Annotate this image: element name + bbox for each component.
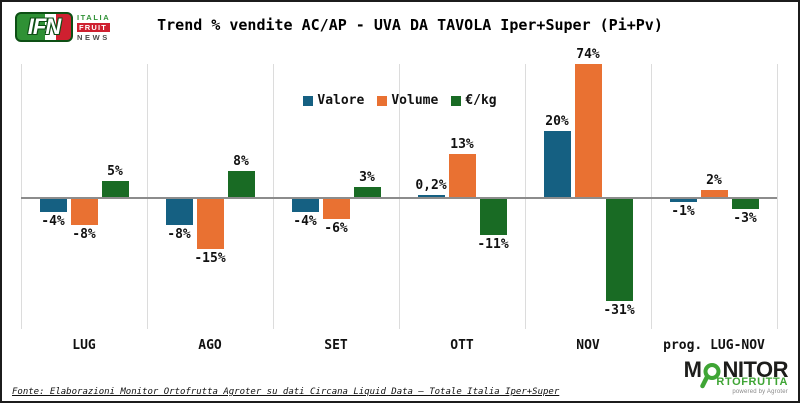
magnifier-icon xyxy=(700,363,721,389)
bar-valore xyxy=(291,199,319,213)
ifn-word-news: NEWS xyxy=(77,32,110,42)
gridline xyxy=(525,64,526,329)
bar-valore xyxy=(39,199,67,213)
bar-volume xyxy=(448,154,476,197)
source-note: Fonte: Elaborazioni Monitor Ortofrutta A… xyxy=(12,387,560,397)
category-label: prog. LUG-NOV xyxy=(663,338,765,353)
category-label: SET xyxy=(324,338,348,353)
bar-volume xyxy=(70,199,98,226)
monitor-logo-powered-by: powered by Agroter xyxy=(732,389,788,395)
value-label: 0,2% xyxy=(415,178,447,193)
monitor-logo-row1: M NITOR xyxy=(683,357,788,389)
bar-kg xyxy=(227,170,255,197)
bar-kg xyxy=(605,199,633,302)
value-label: 8% xyxy=(233,153,249,169)
bar-valore xyxy=(669,199,697,203)
bar-kg xyxy=(101,180,129,197)
bar-valore xyxy=(165,199,193,226)
value-label: 3% xyxy=(359,170,375,186)
value-label: 13% xyxy=(450,137,474,153)
bar-volume xyxy=(700,190,728,197)
value-label: 2% xyxy=(706,173,722,189)
value-label: -1% xyxy=(671,204,695,220)
legend: Valore Volume €/kg xyxy=(2,93,798,108)
ifn-word-fruit: FRUIT xyxy=(77,22,111,32)
ifn-word-italia: ITALIA xyxy=(77,12,111,22)
chart-title: Trend % vendite AC/AP - UVA DA TAVOLA Ip… xyxy=(157,16,663,34)
category-label: OTT xyxy=(450,338,474,353)
monitor-logo-rtofrutta: RTOFRUTTA xyxy=(716,376,788,388)
gridline xyxy=(21,64,22,329)
bar-volume xyxy=(196,199,224,249)
value-label: -6% xyxy=(324,220,348,236)
bar-kg xyxy=(479,199,507,236)
bar-kg xyxy=(731,199,759,209)
gridline xyxy=(147,64,148,329)
gridline xyxy=(777,64,778,329)
legend-swatch-icon xyxy=(451,95,462,106)
bar-valore xyxy=(417,195,445,197)
bar-valore xyxy=(543,131,571,197)
value-label: -3% xyxy=(733,210,757,226)
bar-volume xyxy=(322,199,350,219)
value-label: -4% xyxy=(293,214,317,230)
value-label: 5% xyxy=(107,163,123,179)
category-label: AGO xyxy=(198,338,222,353)
legend-item: Valore xyxy=(303,93,364,108)
gridline xyxy=(273,64,274,329)
legend-label: €/kg xyxy=(465,93,497,108)
legend-swatch-icon xyxy=(303,95,314,106)
monitor-logo-m: M xyxy=(683,357,702,382)
gridline xyxy=(399,64,400,329)
legend-item: €/kg xyxy=(451,93,497,108)
legend-item: Volume xyxy=(377,93,438,108)
bar-volume xyxy=(574,64,602,197)
bar-kg xyxy=(353,187,381,197)
monitor-ortofrutta-logo: M NITOR RTOFRUTTA powered by Agroter xyxy=(683,357,789,396)
category-label: NOV xyxy=(576,338,600,353)
legend-label: Valore xyxy=(317,93,365,108)
value-label: -8% xyxy=(72,227,96,243)
value-label: -4% xyxy=(41,214,65,230)
value-label: -8% xyxy=(167,227,191,243)
value-label: 20% xyxy=(545,114,569,129)
x-axis-zero-line xyxy=(21,197,777,199)
category-label: LUG xyxy=(72,338,96,353)
value-label: 74% xyxy=(576,47,600,62)
legend-label: Volume xyxy=(391,93,439,108)
monitor-logo-nitor: NITOR xyxy=(722,357,788,382)
value-label: -11% xyxy=(477,237,509,253)
ifn-acronym: IFN xyxy=(27,14,61,39)
ifn-logo-mark: IFN xyxy=(15,12,73,42)
legend-swatch-icon xyxy=(377,95,388,106)
ifn-logo-words: ITALIA FRUIT NEWS xyxy=(77,12,111,42)
gridline xyxy=(651,64,652,329)
value-label: -31% xyxy=(603,303,635,319)
ifn-logo: IFN ITALIA FRUIT NEWS xyxy=(15,12,111,42)
value-label: -15% xyxy=(194,250,226,266)
